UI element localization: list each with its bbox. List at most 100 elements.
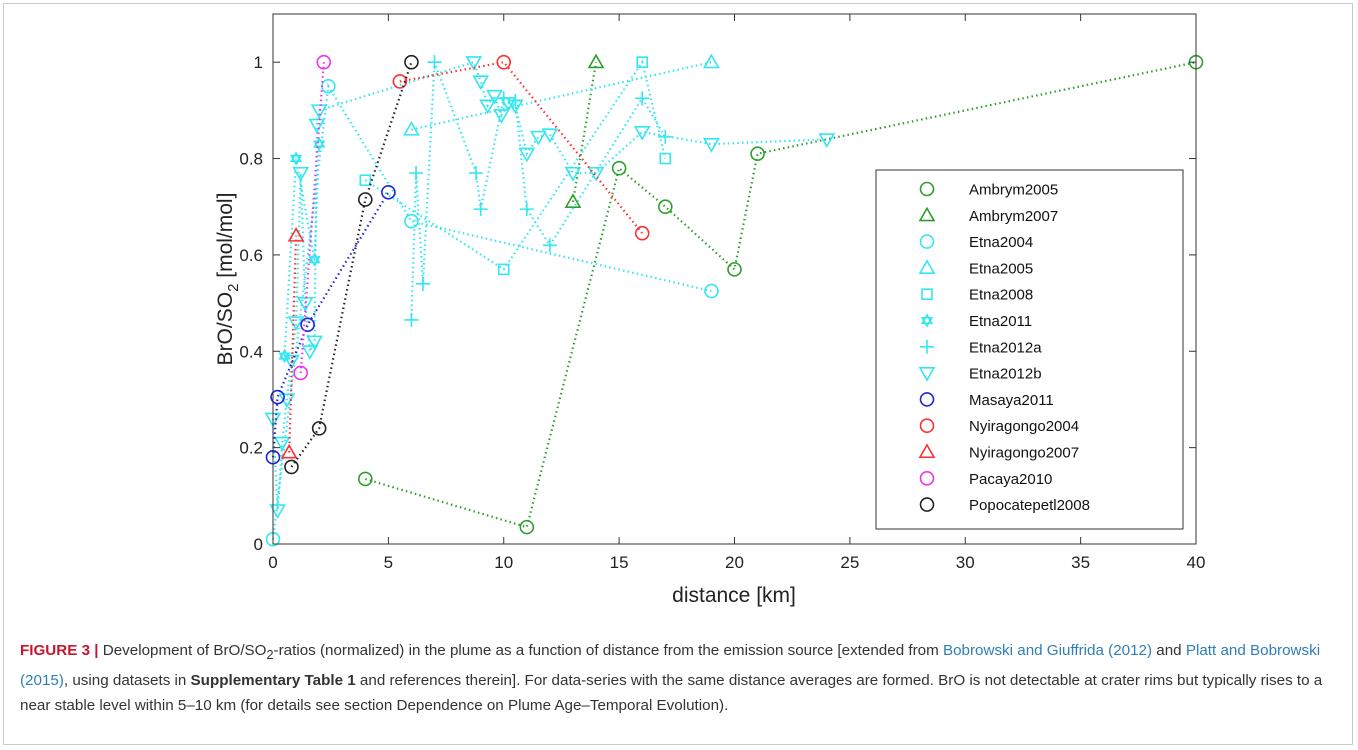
series-ambrym2007 [564,53,605,208]
data-point-etna2012b-18 [506,99,524,115]
data-point-ambrym2005-4 [727,262,742,277]
data-point-etna2011-1 [289,151,303,166]
series-line-masaya2011 [271,191,390,458]
series-line-etna2008 [364,59,667,271]
data-point-ambrym2005-5 [750,146,765,162]
x-tick-label: 5 [384,553,393,572]
data-point-etna2012b-1 [269,504,286,519]
data-point-popocatepetl2008-1 [311,421,327,436]
data-point-etna2012b-16 [493,109,510,124]
data-point-etna2012a-0 [404,312,419,327]
data-point-etna2012b-20 [529,130,547,146]
x-axis-label: distance [km] [672,584,796,607]
data-point-etna2012b-14 [479,99,496,115]
figure-label: FIGURE 3 | [20,642,99,659]
series-line-etna2012a [410,61,667,321]
y-tick-label: 0.2 [239,439,263,458]
legend-marker-etna2004 [919,234,935,249]
data-point-etna2012b-8 [301,345,319,360]
data-point-masaya2011-2 [300,317,315,333]
legend-label-nyiragongo2007: Nyiragongo2007 [969,445,1079,462]
series-line-ambrym2007 [571,62,598,203]
data-point-etna2012b-26 [818,133,836,148]
legend: Ambrym2005 Ambrym2007 Etna2004 Etna2005 Etna… [875,169,1184,530]
data-point-ambrym2007-1 [587,53,605,69]
y-axis-label: BrO/SO2 [mol/mol] [214,193,242,366]
data-point-etna2005-0 [403,121,420,136]
data-point-masaya2011-1 [270,389,285,405]
caption-text-5: and references therein]. For data-series… [20,672,1323,715]
data-point-etna2008-2 [636,56,649,68]
y-tick-label: 0.6 [239,246,263,265]
data-point-etna2012b-10 [308,118,326,134]
legend-label-ambrym2007: Ambrym2007 [969,208,1058,225]
data-point-etna2011-0 [278,348,291,364]
series-popocatepetl2008 [284,54,419,475]
series-line-etna2004 [271,83,712,540]
x-tick-label: 0 [268,553,277,572]
data-point-etna2008-1 [497,263,510,276]
series-nyiragongo2004 [392,54,650,241]
x-tick-label: 10 [494,553,513,572]
data-point-etna2012b-12 [465,56,483,71]
data-point-nyiragongo2004-0 [392,74,408,89]
data-point-ambrym2005-1 [519,519,535,535]
series-etna2012b [264,56,836,519]
figure-frame [3,3,1353,745]
legend-marker-nyiragongo2007 [918,443,936,459]
data-point-etna2012a-3 [427,55,442,70]
data-point-etna2012a-4 [469,166,484,180]
legend-label-etna2004: Etna2004 [969,234,1033,251]
data-point-ambrym2005-0 [357,471,373,487]
legend-label-popocatepetl2008: Popocatepetl2008 [969,497,1090,514]
data-point-ambrym2007-0 [564,193,582,208]
legend-marker-popocatepetl2008 [919,497,935,512]
caption-text-2: -ratios (normalized) in the plume as a f… [273,642,943,659]
data-point-etna2012b-6 [292,166,310,182]
legend-label-etna2011: Etna2011 [969,313,1032,330]
legend-marker-etna2012a [920,339,934,354]
legend-marker-etna2012b [918,367,936,382]
legend-marker-nyiragongo2004 [919,418,935,434]
data-point-etna2012a-11 [658,129,673,144]
data-point-etna2012a-10 [635,91,650,106]
x-tick-label: 30 [956,553,975,572]
caption-text-4: , using datasets in [63,672,191,690]
axis-ticks: 0 5 10 15 20 25 30 35 40 0 0.2 0.4 0.6 0.8 1 [239,14,1205,572]
y-tick-label: 0.8 [239,150,263,169]
data-point-ambrym2005-2 [611,160,627,176]
legend-label-etna2012a: Etna2012a [969,339,1042,356]
data-point-etna2012b-25 [703,138,720,153]
legend-marker-ambrym2007 [918,206,936,222]
data-point-nyiragongo2007-1 [287,227,305,242]
reference-link-1[interactable]: Bobrowski and Giuffrida (2012) [942,642,1153,659]
x-tick-label: 20 [725,553,744,572]
x-tick-label: 35 [1071,553,1090,572]
data-point-etna2012b-13 [472,75,490,91]
legend-marker-ambrym2005 [919,181,935,197]
data-point-etna2012b-24 [633,125,651,141]
legend-label-etna2008: Etna2008 [969,287,1033,304]
data-point-nyiragongo2004-2 [634,225,650,241]
data-point-etna2012b-15 [486,89,503,105]
series-masaya2011 [265,184,396,465]
legend-marker-etna2008 [921,288,933,301]
series-etna2004 [265,78,719,547]
data-point-etna2011-3 [313,136,326,152]
caption-subscript: 2 [266,648,274,663]
data-point-etna2004-2 [404,213,419,229]
series-line-popocatepetl2008 [290,61,413,468]
y-tick-label: 1 [254,53,263,72]
series-line-pacaya2010 [299,62,325,374]
series-line-etna2011 [283,144,321,357]
caption-text-3: and [1152,642,1186,659]
data-point-etna2012a-9 [542,238,557,253]
data-point-etna2012a-8 [519,202,534,217]
legend-marker-etna2005 [918,259,936,274]
data-point-etna2012a-1 [409,166,424,180]
figure-caption: FIGURE 3 | Development of BrO/SO2-ratios… [20,638,1340,718]
series-nyiragongo2007 [280,227,305,459]
x-tick-label: 25 [840,553,859,572]
data-point-etna2012a-5 [473,202,488,217]
reference-link-2[interactable]: Platt and Bobrowski (2015) [20,642,1321,690]
